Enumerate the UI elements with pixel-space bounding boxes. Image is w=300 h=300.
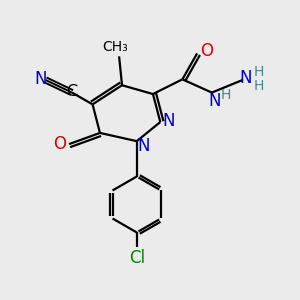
- Text: CH₃: CH₃: [102, 40, 128, 54]
- Text: N: N: [137, 137, 149, 155]
- Text: Cl: Cl: [129, 249, 145, 267]
- Text: N: N: [162, 112, 175, 130]
- Text: H: H: [254, 80, 264, 93]
- Text: C: C: [66, 84, 77, 99]
- Text: N: N: [34, 70, 46, 88]
- Text: O: O: [53, 134, 66, 152]
- Text: H: H: [221, 88, 231, 102]
- Text: N: N: [239, 69, 252, 87]
- Text: H: H: [254, 65, 264, 79]
- Text: N: N: [208, 92, 221, 110]
- Text: O: O: [200, 42, 213, 60]
